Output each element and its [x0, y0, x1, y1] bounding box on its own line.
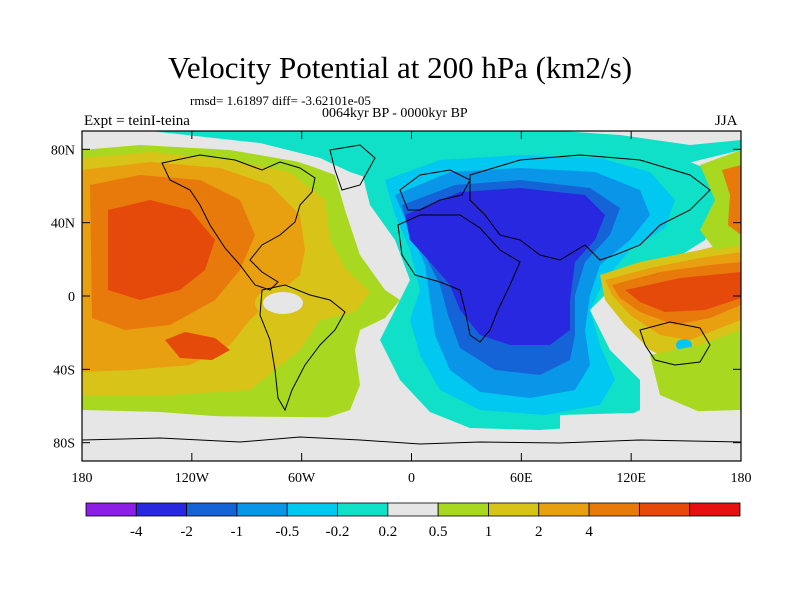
antarctic-neutral-east — [560, 410, 741, 461]
coastlines — [82, 144, 741, 445]
velocity-potential-field — [82, 131, 741, 461]
colorbar-swatch — [488, 502, 540, 517]
colorbar-label: -4 — [130, 524, 143, 540]
x-tick-label: 60W — [288, 471, 316, 486]
colorbar-swatch — [588, 502, 640, 517]
colorbar-swatch — [387, 502, 439, 517]
southeast-green — [650, 330, 741, 412]
period-label: 0064kyr BP - 0000kyr BP — [322, 106, 468, 121]
chart-title: Velocity Potential at 200 hPa (km2/s) — [167, 50, 633, 85]
colorbar-swatch — [538, 502, 590, 517]
antarctica-coast — [82, 436, 741, 445]
experiment-label: Expt = teinI-teina — [84, 113, 190, 129]
colorbar-swatch — [286, 502, 338, 517]
africa-coast — [397, 214, 521, 343]
maritime-positive-core — [625, 272, 741, 312]
season-label: JJA — [715, 113, 738, 129]
x-tick-label: 0 — [408, 471, 415, 486]
axis-ticks — [81, 131, 742, 461]
europe-coast — [399, 169, 471, 211]
colorbar-swatch — [437, 502, 489, 517]
colorbar-swatch — [186, 502, 238, 517]
australia-coast — [639, 321, 711, 366]
south-america-center — [263, 292, 303, 314]
colorbar-label: -2 — [180, 524, 193, 540]
colorbar-label: -0.2 — [326, 524, 350, 540]
colorbar-label: 4 — [585, 524, 593, 540]
greenland-coast — [329, 144, 376, 191]
colorbar-label: 0.5 — [429, 524, 448, 540]
stats-label: rmsd= 1.61897 diff= -3.62101e-05 — [190, 93, 371, 108]
x-tick-label: 120W — [175, 471, 210, 486]
colorbar-swatch — [638, 502, 691, 517]
x-tick-label: 60E — [510, 471, 533, 486]
y-tick-label: 40N — [51, 217, 75, 232]
y-tick-label: 80S — [53, 437, 75, 452]
asia-coast — [469, 154, 711, 261]
pacific-positive-core — [108, 200, 215, 300]
colorbar-label: 1 — [485, 524, 493, 540]
colorbar-label: -0.5 — [275, 524, 299, 540]
x-tick-label: 180 — [731, 471, 752, 486]
y-tick-label: 0 — [68, 290, 75, 305]
south-america-coast — [259, 284, 346, 412]
colorbar-swatch — [689, 502, 741, 517]
x-tick-label: 180 — [72, 471, 93, 486]
africa-negative-core — [405, 188, 605, 345]
axis-tick-labels: 180 120W 60W 0 60E 120E 180 80N 40N 0 40S 80S — [51, 143, 752, 486]
colorbar-label: -1 — [231, 524, 244, 540]
colorbar-swatch — [135, 502, 188, 517]
colorbar-swatch — [337, 502, 389, 517]
colorbar-swatch — [236, 502, 288, 517]
south-pacific-core — [165, 332, 230, 360]
y-tick-label: 40S — [53, 363, 75, 378]
north-america-coast — [161, 154, 316, 291]
east-pacific-orange — [722, 165, 741, 235]
colorbar: -4 -2 -1 -0.5 -0.2 0.2 0.5 1 2 4 — [85, 502, 741, 540]
colorbar-swatch — [85, 502, 137, 517]
y-tick-label: 80N — [51, 143, 75, 158]
colorbar-label: 0.2 — [378, 524, 397, 540]
colorbar-label: 2 — [535, 524, 543, 540]
x-tick-label: 120E — [616, 471, 646, 486]
